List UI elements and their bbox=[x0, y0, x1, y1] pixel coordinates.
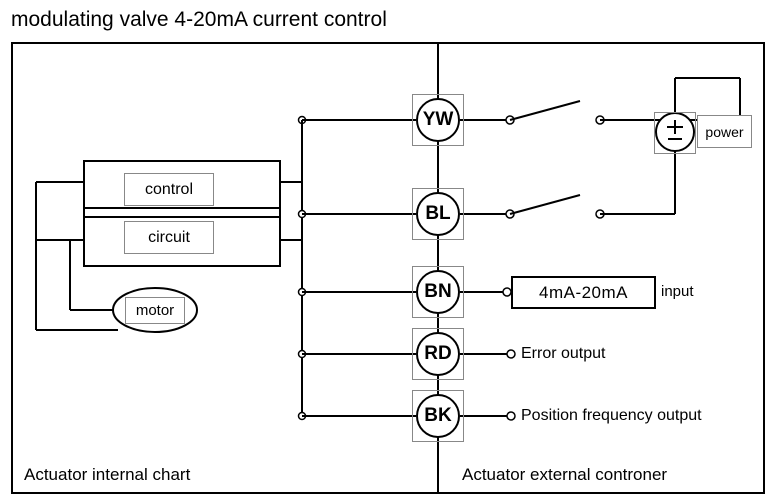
terminal-yw: YW bbox=[416, 98, 460, 142]
position-output-label: Position frequency output bbox=[521, 407, 702, 425]
terminal-bk: BK bbox=[416, 394, 460, 438]
diagram-title: modulating valve 4-20mA current control bbox=[11, 8, 387, 32]
circuit-label-box: circuit bbox=[124, 221, 214, 254]
power-symbol-box bbox=[654, 112, 696, 154]
terminal-bl: BL bbox=[416, 192, 460, 236]
input-range-text: 4mA-20mA bbox=[539, 283, 628, 303]
input-suffix-label: input bbox=[661, 283, 694, 300]
control-label-box: control bbox=[124, 173, 214, 206]
input-range-box: 4mA-20mA bbox=[511, 276, 656, 309]
terminal-rd: RD bbox=[416, 332, 460, 376]
error-output-label: Error output bbox=[521, 345, 605, 363]
motor-label-box: motor bbox=[125, 297, 185, 324]
external-section-label: Actuator external controner bbox=[462, 465, 667, 485]
terminal-bn: BN bbox=[416, 270, 460, 314]
internal-section-label: Actuator internal chart bbox=[24, 465, 190, 485]
diagram-frame bbox=[11, 42, 765, 494]
power-label-box: power bbox=[697, 115, 752, 148]
